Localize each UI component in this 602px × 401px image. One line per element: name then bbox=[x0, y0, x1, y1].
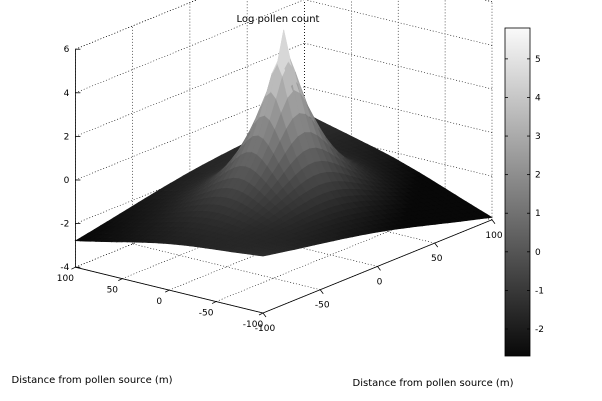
x-tick-mark bbox=[262, 312, 267, 318]
y-tick-mark bbox=[258, 312, 264, 316]
z-tick-label: -2 bbox=[60, 220, 69, 230]
grid-line bbox=[304, 86, 493, 133]
grid-line bbox=[75, 0, 305, 94]
y-tick-label: 0 bbox=[156, 297, 162, 307]
grid-line bbox=[75, 42, 305, 137]
grid-line bbox=[215, 208, 446, 302]
box-edge bbox=[75, 0, 198, 50]
pollen-surface bbox=[74, 29, 493, 257]
x-tick-mark bbox=[319, 289, 324, 294]
colorbar-tick-label: 0 bbox=[535, 248, 541, 258]
grid-line bbox=[132, 243, 321, 290]
z-tick-label: 0 bbox=[64, 176, 70, 186]
z-tick-label: 2 bbox=[64, 132, 70, 142]
colorbar-tick-label: 3 bbox=[535, 132, 541, 142]
y-axis-label: Distance from pollen source (m) bbox=[353, 378, 514, 389]
colorbar-tick-label: 1 bbox=[535, 209, 541, 219]
colorbar-scale bbox=[504, 27, 531, 357]
colorbar-tick-label: 4 bbox=[535, 93, 541, 103]
x-tick-mark bbox=[491, 219, 496, 225]
colorbar-tick-label: -2 bbox=[535, 325, 544, 335]
grid-line bbox=[75, 86, 305, 181]
y-tick-mark bbox=[71, 266, 76, 270]
x-tick-mark bbox=[434, 242, 439, 248]
y-tick-label: 100 bbox=[57, 274, 74, 284]
grid-line bbox=[304, 130, 493, 177]
y-tick-mark bbox=[211, 301, 217, 304]
y-tick-mark bbox=[165, 289, 170, 293]
x-tick-label: -100 bbox=[255, 324, 276, 334]
tick-labels: -4 -2 0 2 4 6 -100 -50 0 50 100 -100 -50 0 50 100 bbox=[57, 45, 503, 334]
x-tick-label: 50 bbox=[431, 254, 443, 264]
axis-line bbox=[75, 266, 264, 314]
colorbar-tick-label: 2 bbox=[535, 171, 541, 181]
colorbar-tick-label: -1 bbox=[535, 286, 544, 296]
z-tick-label: -4 bbox=[60, 263, 69, 273]
x-axis-label: Distance from pollen source (m) bbox=[12, 375, 173, 386]
grid-line bbox=[304, 42, 493, 90]
x-tick-label: 0 bbox=[377, 277, 383, 287]
y-tick-mark bbox=[118, 278, 123, 282]
x-tick-label: 100 bbox=[485, 231, 502, 241]
colorbar: -2 -1 0 1 2 3 4 5 bbox=[504, 27, 544, 357]
y-tick-label: -100 bbox=[243, 320, 264, 330]
grid-line bbox=[304, 0, 493, 46]
y-tick-label: -50 bbox=[199, 309, 214, 319]
x-tick-label: -50 bbox=[315, 301, 330, 311]
chart-title: Log pollen count bbox=[237, 14, 320, 25]
z-tick-label: 6 bbox=[64, 45, 70, 55]
y-tick-label: 50 bbox=[107, 286, 119, 296]
x-tick-mark bbox=[377, 266, 381, 271]
surface-patch bbox=[479, 213, 493, 219]
colorbar-tick-label: 5 bbox=[535, 55, 541, 65]
z-tick-label: 4 bbox=[64, 89, 70, 99]
